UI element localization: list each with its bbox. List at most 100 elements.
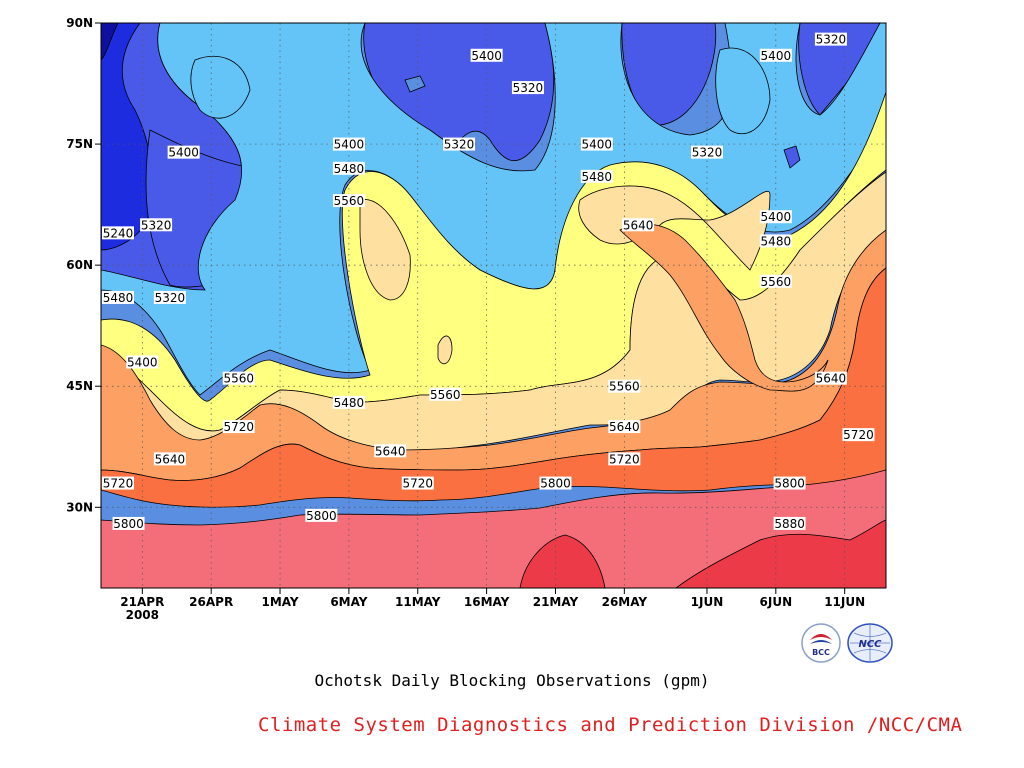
contour-label-box	[102, 226, 134, 240]
y-tick-label: 75N	[66, 137, 93, 151]
contour-label: 5400	[334, 138, 365, 152]
contour-label-box	[153, 452, 186, 466]
y-tick-label: 60N	[66, 258, 93, 272]
contour-label: 5800	[113, 517, 144, 531]
contour-labels: 5400 5320 5400 5320 5400 5400 5320 5400 5320 5480…	[102, 32, 875, 531]
contour-label: 5320	[155, 291, 186, 305]
contour-label-box	[814, 371, 847, 385]
contour-label: 5640	[816, 372, 847, 386]
gridlines	[101, 23, 886, 588]
contour-label-box	[374, 444, 407, 458]
contour-label-box	[102, 476, 134, 490]
y-tick-label: 30N	[66, 500, 93, 514]
contour-label-box	[608, 420, 641, 434]
x-tick-label: 6MAY	[330, 595, 367, 609]
contour-label: 5480	[334, 396, 365, 410]
contour-label: 5480	[334, 162, 365, 176]
x-tick-label: 26APR	[189, 595, 233, 609]
contour-label-box	[112, 516, 145, 530]
contour-label-box	[608, 379, 641, 393]
contour-label-box	[580, 169, 613, 183]
contour-label-box	[690, 145, 723, 159]
contour-label: 5800	[540, 477, 571, 491]
contour-fill-sky	[715, 47, 771, 135]
contour-label-box	[222, 371, 255, 385]
contour-label-box	[305, 508, 338, 522]
contour-label: 5480	[582, 170, 613, 184]
contour-label-box	[332, 137, 365, 151]
contour-label: 5400	[127, 356, 158, 370]
x-tick-label: 6JUN	[760, 595, 793, 609]
contour-label-box	[222, 420, 255, 434]
contour-label: 5720	[103, 477, 134, 491]
contour-label: 5720	[609, 452, 640, 466]
y-tick-label: 90N	[66, 16, 93, 30]
contour-fill-or2	[101, 267, 886, 508]
contour-label-box	[539, 476, 572, 490]
contour-label: 5400	[582, 138, 613, 152]
contour-label-box	[140, 218, 173, 232]
contour-label: 5400	[168, 146, 199, 160]
contour-label: 5400	[471, 49, 502, 63]
contour-label: 5640	[623, 218, 654, 232]
contour-label-box	[814, 32, 847, 46]
ncc-logo-text: NCC	[858, 639, 882, 650]
contour-label: 5560	[609, 380, 640, 394]
contour-label: 5800	[306, 509, 337, 523]
contour-label: 5880	[774, 517, 805, 531]
contour-label: 5640	[375, 444, 406, 458]
bcc-logo-text: BCC	[812, 648, 830, 657]
ncc-logo-icon: NCC	[847, 623, 893, 663]
contour-fill-hole3	[437, 335, 453, 365]
contour-label-box	[443, 137, 476, 151]
contour-label: 5320	[816, 33, 847, 47]
axes: 21APR 26APR 1MAY 6MAY 11MAY 16MAY 21MAY 26MAY 1J…	[66, 16, 865, 622]
x-tick-label: 21APR	[120, 595, 164, 609]
contour-label: 5480	[761, 234, 792, 248]
contour-label: 5320	[444, 138, 475, 152]
bcc-logo-icon: BCC	[801, 623, 841, 663]
contour-label: 5800	[774, 477, 805, 491]
credit-line: Climate System Diagnostics and Predictio…	[258, 714, 963, 736]
contour-label: 5320	[692, 146, 723, 160]
contour-label-box	[773, 516, 806, 530]
x-tick-label: 11JUN	[824, 595, 865, 609]
contour-label-box	[759, 210, 792, 224]
contour-fill-hole2	[783, 145, 801, 169]
contour-fill-red1	[519, 534, 606, 588]
x-year-label: 2008	[126, 608, 159, 622]
contour-label-box	[511, 81, 544, 95]
contour-label-box	[167, 145, 200, 159]
x-tick-label: 21MAY	[533, 595, 579, 609]
x-tick-label: 11MAY	[395, 595, 441, 609]
contour-label-box	[102, 290, 134, 304]
contour-fills	[101, 23, 886, 588]
contour-label-box	[126, 355, 159, 369]
contour-fill-tan-b	[359, 199, 411, 301]
contour-label-box	[622, 218, 655, 232]
contour-label-box	[332, 395, 365, 409]
contour-fill-red2	[675, 519, 886, 588]
contour-fill-hole1	[404, 75, 426, 93]
x-tick-label: 1MAY	[261, 595, 298, 609]
contour-label-box	[608, 452, 641, 466]
contour-label-box	[429, 387, 462, 401]
contour-label-box	[759, 234, 792, 248]
contour-label: 5560	[761, 275, 792, 289]
chart-title: Ochotsk Daily Blocking Observations (gpm…	[314, 671, 710, 690]
contour-label: 5320	[141, 218, 172, 232]
x-tick-label: 16MAY	[464, 595, 510, 609]
x-tick-label: 1JUN	[691, 595, 724, 609]
contour-label-box	[332, 161, 365, 175]
contour-label: 5560	[430, 388, 461, 402]
contour-label: 5720	[402, 477, 433, 491]
contour-label-box	[153, 290, 186, 304]
contour-label-box	[773, 476, 806, 490]
contour-label-box	[759, 274, 792, 288]
contour-label: 5560	[334, 194, 365, 208]
contour-label: 5320	[513, 81, 544, 95]
contour-label-box	[580, 137, 613, 151]
contour-label: 5720	[223, 420, 254, 434]
contour-fill-sky2	[190, 55, 251, 119]
